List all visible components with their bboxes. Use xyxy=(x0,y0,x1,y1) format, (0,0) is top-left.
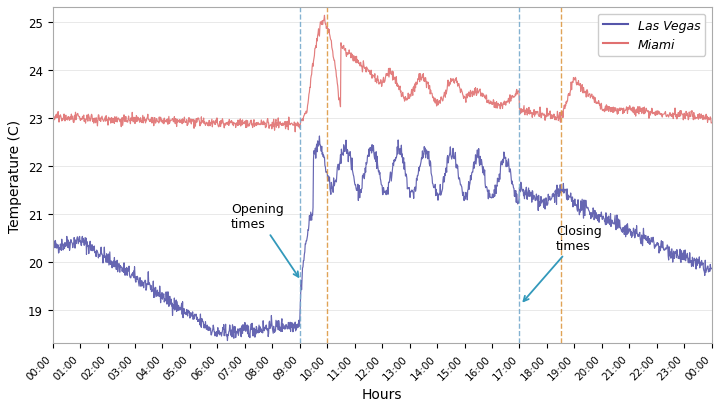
Miami xyxy=(707,121,716,126)
Line: Las Vegas: Las Vegas xyxy=(53,137,711,341)
X-axis label: Hours: Hours xyxy=(362,387,402,401)
Y-axis label: Temperature (C): Temperature (C) xyxy=(9,119,22,232)
Las Vegas xyxy=(485,188,493,193)
Miami xyxy=(649,112,658,117)
Las Vegas xyxy=(307,218,316,223)
Miami xyxy=(291,130,300,135)
Las Vegas xyxy=(48,243,57,248)
Miami xyxy=(485,98,493,103)
Las Vegas xyxy=(223,338,232,343)
Las Vegas xyxy=(315,134,324,139)
Text: Opening
times: Opening times xyxy=(231,202,299,277)
Las Vegas xyxy=(707,267,716,272)
Miami xyxy=(194,117,202,122)
Miami xyxy=(320,14,329,19)
Las Vegas xyxy=(593,213,602,218)
Legend: Las Vegas, Miami: Las Vegas, Miami xyxy=(598,15,706,57)
Las Vegas xyxy=(194,317,202,322)
Miami xyxy=(593,101,602,106)
Miami xyxy=(307,73,316,78)
Las Vegas xyxy=(324,174,333,179)
Las Vegas xyxy=(649,241,658,246)
Miami xyxy=(48,113,57,118)
Line: Miami: Miami xyxy=(53,16,711,133)
Text: Closing
times: Closing times xyxy=(523,224,602,301)
Miami xyxy=(324,27,333,32)
